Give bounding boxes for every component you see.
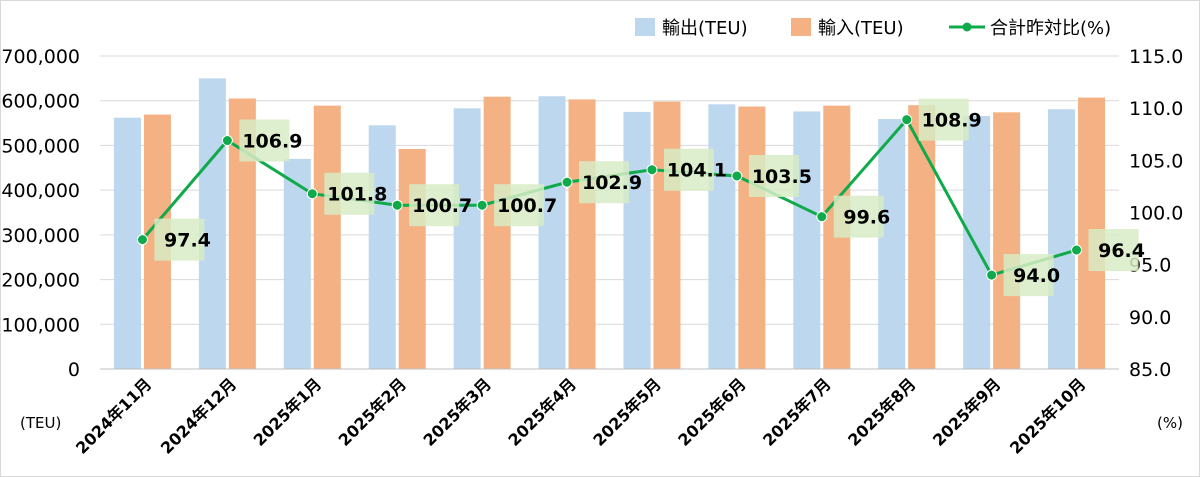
x-tick-label: 2025年1月 xyxy=(250,374,325,449)
y-left-unit-label: (TEU) xyxy=(20,414,61,432)
data-label-box xyxy=(154,218,205,261)
x-tick-label: 2025年9月 xyxy=(929,374,1004,449)
x-tick-label: 2025年4月 xyxy=(504,374,579,449)
y-left-tick-label: 0 xyxy=(68,359,80,381)
export-bar xyxy=(708,104,736,369)
y-right-tick-label: 100.0 xyxy=(1129,203,1183,225)
y-left-tick-label: 500,000 xyxy=(1,135,80,157)
x-tick-label: 2025年2月 xyxy=(335,374,410,449)
export-bar xyxy=(538,96,566,369)
data-label-box xyxy=(579,161,630,204)
y-right-tick-label: 110.0 xyxy=(1129,98,1183,120)
export-bar xyxy=(793,111,821,370)
import-bar xyxy=(398,149,426,369)
y-right-tick-label: 105.0 xyxy=(1129,150,1183,172)
data-label: 94.0 xyxy=(1013,265,1060,287)
import-bar xyxy=(313,105,341,369)
export-bar xyxy=(368,125,396,369)
data-label: 108.9 xyxy=(922,110,982,132)
data-label-box xyxy=(1088,229,1139,272)
data-label: 97.4 xyxy=(164,230,211,252)
x-tick-label: 2025年7月 xyxy=(759,374,834,449)
yoy-point xyxy=(306,188,318,200)
x-tick-label: 2025年8月 xyxy=(844,374,919,449)
legend-label-import: 輸入(TEU) xyxy=(818,18,904,39)
x-tick-label: 2025年3月 xyxy=(420,374,495,449)
y-right-tick-label: 95.0 xyxy=(1129,255,1171,277)
y-left-tick-label: 400,000 xyxy=(1,180,80,202)
legend-swatch-import xyxy=(791,18,811,36)
x-tick-label: 2025年10月 xyxy=(1006,374,1089,457)
yoy-point xyxy=(221,135,233,147)
x-tick-label: 2024年12月 xyxy=(157,374,240,457)
yoy-point xyxy=(1071,244,1083,256)
x-tick-label: 2024年11月 xyxy=(72,374,155,457)
yoy-point xyxy=(986,269,998,281)
y-left-tick-label: 200,000 xyxy=(1,270,80,292)
export-bar xyxy=(878,119,906,369)
legend-swatch-export xyxy=(635,18,655,36)
yoy-point xyxy=(476,199,488,211)
export-bar xyxy=(113,117,141,369)
import-bar xyxy=(993,112,1021,369)
x-tick-label: 2025年5月 xyxy=(589,374,664,449)
y-right-tick-label: 115.0 xyxy=(1129,46,1183,68)
data-label-box xyxy=(494,184,545,227)
data-label-box xyxy=(324,172,375,215)
yoy-point xyxy=(816,211,828,223)
legend-label-export: 輸出(TEU) xyxy=(662,18,748,39)
data-label: 99.6 xyxy=(843,207,890,229)
yoy-point xyxy=(561,176,573,188)
legend-label-yoy: 合計昨対比(%) xyxy=(990,18,1111,39)
import-bar xyxy=(568,99,596,369)
export-bar xyxy=(1048,109,1076,370)
data-label-box xyxy=(1003,254,1054,297)
data-label-box xyxy=(409,184,460,227)
data-label: 103.5 xyxy=(752,166,812,188)
data-label: 96.4 xyxy=(1098,240,1145,262)
y-left-tick-label: 300,000 xyxy=(1,225,80,247)
yoy-point xyxy=(391,199,403,211)
data-label-box xyxy=(748,154,799,197)
y-right-tick-label: 90.0 xyxy=(1129,307,1171,329)
y-left-tick-label: 600,000 xyxy=(1,91,80,113)
export-bar xyxy=(623,111,651,370)
data-label-box xyxy=(239,119,290,162)
y-right-unit-label: (%) xyxy=(1157,414,1183,432)
data-label: 101.8 xyxy=(327,184,387,206)
data-label: 100.7 xyxy=(412,195,472,217)
legend-marker-yoy xyxy=(962,22,972,32)
import-bar xyxy=(738,106,766,369)
y-left-tick-label: 100,000 xyxy=(1,314,80,336)
data-label: 102.9 xyxy=(582,172,642,194)
data-label: 100.7 xyxy=(497,195,557,217)
data-label: 106.9 xyxy=(242,131,302,153)
import-bar xyxy=(653,101,681,369)
data-label-box xyxy=(663,148,714,191)
import-bar xyxy=(483,96,511,369)
data-label-box xyxy=(918,98,969,141)
export-bar xyxy=(963,115,991,369)
yoy-point xyxy=(136,234,148,246)
export-bar xyxy=(283,158,311,369)
yoy-point xyxy=(901,114,913,126)
data-label: 104.1 xyxy=(667,160,727,182)
yoy-point xyxy=(646,164,658,176)
y-right-tick-label: 85.0 xyxy=(1129,359,1171,381)
y-left-tick-label: 700,000 xyxy=(1,46,80,68)
yoy-point xyxy=(731,170,743,182)
data-label-box xyxy=(833,195,884,238)
export-bar xyxy=(453,108,481,370)
x-tick-label: 2025年6月 xyxy=(674,374,749,449)
